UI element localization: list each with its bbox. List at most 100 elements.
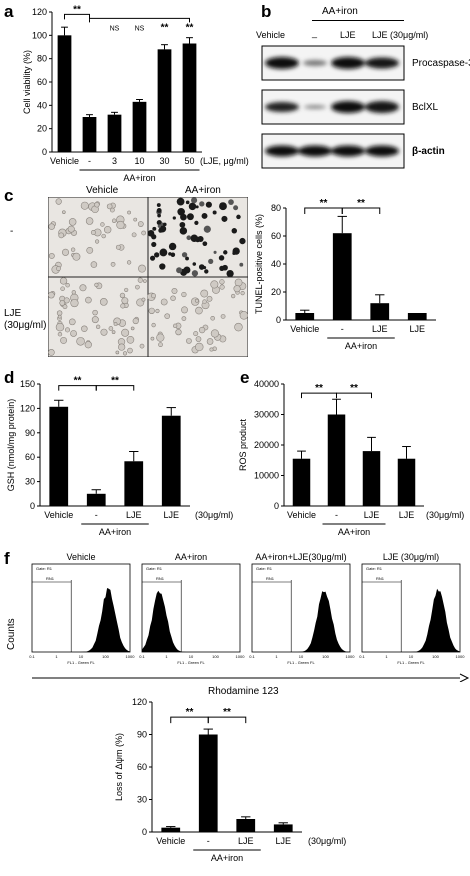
cell	[68, 218, 77, 226]
cell	[127, 347, 133, 354]
cell	[200, 289, 209, 298]
bar	[198, 734, 218, 832]
cell	[57, 332, 63, 337]
cell	[226, 269, 234, 278]
cell	[113, 322, 118, 326]
cell	[130, 326, 135, 331]
bar	[161, 415, 181, 506]
cell	[191, 197, 198, 204]
cell	[194, 220, 199, 225]
cell	[139, 343, 145, 349]
cell	[137, 277, 143, 283]
cell	[119, 292, 126, 299]
bar	[82, 117, 97, 152]
flow-axis-title: FL1 - Green FL	[397, 660, 425, 665]
y-tick-label: 60	[37, 77, 47, 87]
flow-axis-title: FL1 - Green FL	[287, 660, 315, 665]
cell	[181, 316, 187, 321]
cell	[84, 341, 92, 349]
cell	[108, 326, 114, 331]
cell	[176, 267, 183, 274]
cell	[201, 212, 208, 219]
cell	[185, 200, 190, 205]
cell	[157, 213, 161, 218]
panel-letter-a: a	[4, 2, 14, 21]
cell	[155, 308, 160, 314]
flow-histogram-peak	[362, 588, 460, 652]
cell	[202, 299, 207, 304]
cell	[168, 242, 177, 251]
cell	[172, 323, 178, 328]
category-label: Vehicle	[287, 510, 316, 520]
cell	[111, 330, 116, 334]
y-tick-label: 40	[37, 100, 47, 110]
cell	[195, 306, 203, 315]
gsh-chart: 0 30 60 90 120 150 GSH (nmol/mg protein) Vehicl…	[6, 376, 233, 537]
cell	[190, 234, 198, 242]
category-label: LJE	[275, 836, 291, 846]
bar	[49, 406, 69, 506]
flow-tick-label: 0.1	[249, 654, 255, 659]
cell	[234, 322, 243, 332]
ros-chart: 0 10000 20000 30000 40000 ROS product Vehicle -…	[238, 379, 464, 537]
cell	[199, 201, 205, 207]
y-tick-label: 20	[37, 124, 47, 134]
cell	[60, 286, 65, 291]
y-tick-label: 0	[142, 827, 147, 837]
flow-marker-label: RN1	[46, 576, 55, 581]
y-axis-label: ROS product	[238, 418, 248, 471]
category-label: LJE	[399, 510, 415, 520]
cell	[116, 220, 125, 230]
cell	[101, 233, 106, 239]
cell	[186, 235, 192, 241]
panel-letter-d: d	[4, 368, 15, 387]
cell	[127, 210, 131, 215]
cell	[99, 298, 108, 306]
bar	[362, 451, 381, 506]
protein-label: Procaspase-3	[412, 58, 470, 69]
cell	[210, 329, 219, 338]
cell	[110, 261, 116, 267]
micrograph-grid	[48, 197, 248, 357]
cell	[143, 279, 147, 283]
bar	[86, 493, 106, 506]
flow-histogram-peak	[142, 590, 240, 652]
group-label: AA+iron	[338, 527, 370, 537]
cell	[203, 225, 211, 233]
category-label: LJE	[364, 510, 380, 520]
cell	[63, 297, 70, 304]
significance-label: **	[161, 22, 169, 33]
y-tick-label: 90	[137, 730, 147, 740]
group-label: AA+iron	[123, 173, 155, 183]
cell	[150, 336, 155, 341]
y-tick-label: 60	[25, 452, 35, 462]
flow-tick-label: 1000	[236, 654, 246, 659]
cell	[151, 234, 157, 240]
flow-tick-label: 100	[102, 654, 109, 659]
cell	[150, 255, 156, 261]
flow-tick-label: 100	[212, 654, 219, 659]
y-axis-label: Cell viability (%)	[22, 50, 32, 114]
cell	[106, 203, 113, 210]
cell	[61, 248, 70, 256]
panel-letter-c: c	[4, 186, 14, 205]
flow-tick-label: 1000	[456, 654, 466, 659]
cell	[126, 336, 135, 344]
cell	[198, 326, 206, 334]
blot-group-line	[312, 20, 404, 21]
tunel-chart: 0 20 40 60 80 TUNEL-positive cells (%) Vehicle…	[254, 198, 436, 351]
group-label: AA+iron	[211, 853, 243, 863]
viability-chart: 0 20 40 60 80 100 120 Cell viability (%) Vehicle…	[22, 4, 249, 183]
category-label: LJE	[238, 836, 254, 846]
cell	[221, 215, 228, 222]
group-label: AA+iron	[99, 527, 131, 537]
category-label: -	[95, 510, 98, 520]
significance-label: **	[315, 383, 323, 394]
bar	[57, 35, 72, 153]
cell	[218, 255, 225, 261]
cell	[205, 201, 212, 208]
bar	[292, 458, 311, 506]
flow-marker-label: RN1	[376, 576, 385, 581]
blot-lane-label: LJE (30μg/ml)	[372, 30, 429, 40]
cell	[85, 217, 94, 225]
